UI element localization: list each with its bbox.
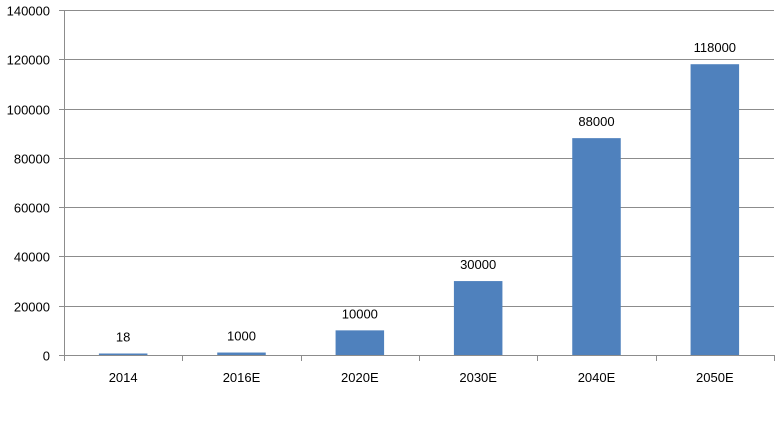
bar-2014 [98, 353, 148, 355]
data-label: 18 [116, 330, 130, 345]
data-label: 1000 [227, 329, 256, 344]
x-tick-label: 2050E [696, 370, 734, 385]
data-label: 118000 [694, 40, 736, 55]
x-tick-label: 2030E [459, 370, 497, 385]
y-tick-label: 140000 [7, 4, 50, 19]
x-tick-label: 2016E [223, 370, 261, 385]
bars [98, 64, 740, 355]
bar-2016e [217, 352, 266, 355]
data-label: 30000 [460, 257, 496, 272]
bar-2050e [690, 64, 740, 355]
data-label: 88000 [578, 114, 614, 129]
y-tick-label: 100000 [7, 103, 50, 118]
y-tick-label: 20000 [14, 300, 50, 315]
labels: 0 20000 40000 60000 80000 100000 120000 140000 1… [7, 4, 736, 386]
y-tick-label: 40000 [14, 250, 50, 265]
y-tick-label: 120000 [7, 53, 50, 68]
y-tick-label: 60000 [14, 201, 50, 216]
y-tick-label: 80000 [14, 152, 50, 167]
gridlines [64, 10, 774, 307]
x-tick-label: 2040E [578, 370, 616, 385]
x-tick-label: 2014 [109, 370, 138, 385]
bar-2040e [572, 138, 621, 355]
x-tick-label: 2020E [341, 370, 379, 385]
bar-2020e [335, 330, 385, 355]
axes [59, 10, 775, 361]
data-label: 10000 [342, 306, 378, 321]
bar-2030e [453, 281, 503, 355]
y-tick-label: 0 [43, 349, 50, 364]
